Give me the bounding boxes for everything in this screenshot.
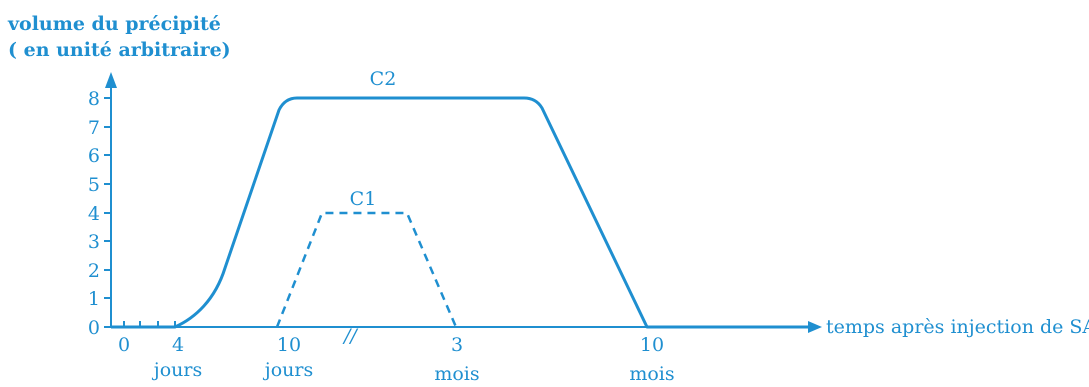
y-tick-label: 3	[88, 231, 100, 253]
x-ticks: 0 4 jours 10 jours 3 mois 10 mois	[118, 321, 675, 385]
y-tick-label: 0	[88, 317, 100, 339]
series-c2-label: C2	[370, 68, 397, 90]
y-axis-arrow	[105, 72, 117, 88]
axis-break: //	[342, 325, 358, 347]
series-c1-line	[275, 211, 458, 328]
x-tick-unit-3m: mois	[434, 363, 479, 385]
x-tick-label-10j: 10	[277, 334, 301, 356]
y-ticks: 0 1 2 3 4 5 6 7 8	[88, 88, 111, 339]
x-tick-unit-10m: mois	[629, 363, 674, 385]
x-tick-label-3m: 3	[451, 334, 463, 356]
y-tick-label: 6	[88, 145, 100, 167]
y-tick-label: 2	[88, 260, 100, 282]
y-tick-label: 7	[88, 117, 100, 139]
y-tick-label: 4	[88, 203, 100, 225]
x-axis-title: temps après injection de SAH	[826, 316, 1089, 338]
series-c2-line	[111, 96, 812, 329]
y-axis-title-line1: volume du précipité	[7, 13, 221, 35]
x-tick-label-4: 4	[172, 334, 184, 356]
x-tick-label-10m: 10	[640, 334, 664, 356]
x-axis-arrow	[808, 321, 822, 333]
x-tick-unit-4: jours	[152, 359, 202, 381]
y-tick-label: 5	[88, 174, 100, 196]
y-tick-label: 1	[88, 288, 100, 310]
x-tick-label-0: 0	[118, 334, 130, 356]
x-tick-unit-10j: jours	[263, 359, 313, 381]
series-c1-label: C1	[350, 188, 377, 210]
y-axis-title-line2: ( en unité arbitraire)	[8, 39, 231, 61]
y-tick-label: 8	[88, 88, 100, 110]
